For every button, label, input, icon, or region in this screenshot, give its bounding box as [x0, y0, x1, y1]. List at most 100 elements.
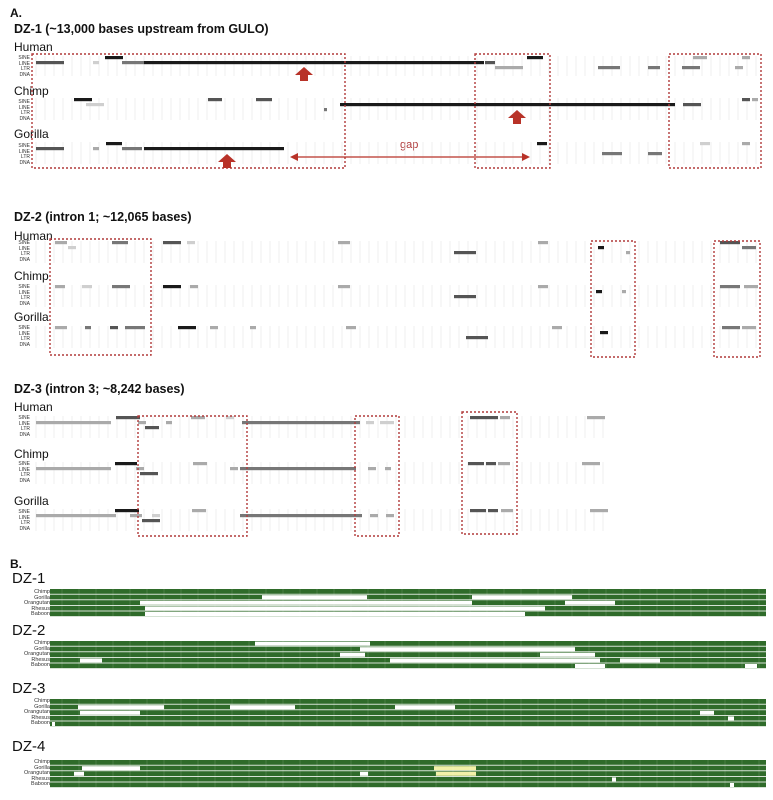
dz1-gorilla-element	[106, 142, 122, 146]
dz1-human-element	[527, 56, 543, 60]
dz3-chimp-element	[36, 467, 111, 471]
dz1-box-3	[668, 53, 762, 169]
dz2-human-element	[338, 241, 350, 245]
dz3-human-labels: SINE LINE LTR DNA	[18, 415, 30, 438]
alignment-dz2-gap	[745, 664, 757, 668]
alignment-dz4-species: Chimp Gorilla Orangutan Rhesus Baboon	[24, 759, 50, 788]
dz3-human-element	[380, 421, 394, 425]
dz2-human-element	[163, 241, 181, 245]
dz3-chimp-element	[230, 467, 238, 471]
dz3-human-element	[366, 421, 374, 425]
alignment-dz1-gap	[262, 595, 367, 600]
alignment-dz4-row	[50, 782, 766, 788]
alignment-dz4-row	[50, 760, 766, 765]
dz1-chimp-element	[86, 103, 104, 107]
dz2-box-3	[713, 240, 761, 358]
dz1-human-element	[144, 61, 484, 65]
alignment-dz2-gap	[80, 658, 102, 663]
dz3-chimp-element	[582, 462, 600, 466]
alignment-dz3-gap	[52, 722, 55, 726]
dz2-human-labels: SINE LINE LTR DNA	[18, 240, 30, 263]
dz2-box-2	[590, 240, 636, 358]
alignment-dz1-gap	[145, 606, 545, 611]
dz1-chimp-element	[742, 98, 750, 102]
dz3-human-element	[470, 416, 498, 420]
dz3-human-element	[500, 416, 510, 420]
dz3-human-element	[242, 421, 360, 425]
dz3-gorilla-element	[36, 514, 116, 518]
dz2-gorilla-element	[250, 326, 256, 330]
dz1-human-element	[36, 61, 64, 65]
dz3-box-3	[461, 411, 518, 535]
dz2-gorilla-element	[742, 326, 756, 330]
alignment-dz1-row	[50, 589, 766, 594]
dz2-chimp-element	[454, 295, 476, 299]
dz3-human-element	[116, 416, 140, 420]
dz2-human-element	[55, 241, 67, 245]
alignment-dz1-gap	[472, 595, 572, 600]
dz1-chimp-element	[324, 108, 327, 112]
dz3-chimp-element	[468, 462, 484, 466]
dz2-gorilla-element	[722, 326, 740, 330]
alignment-dz2-row	[50, 663, 766, 669]
dz2-chimp-element	[596, 290, 602, 294]
dz3-chimp-element	[498, 462, 510, 466]
dz1-gorilla-element	[144, 147, 284, 151]
dz2-chimp-element	[338, 285, 350, 289]
dz2-human-element	[720, 241, 740, 245]
panel-b-letter: B.	[10, 557, 22, 571]
dz2-gorilla-element	[600, 331, 608, 335]
dz1-gap-arrow-left-head	[290, 153, 298, 161]
dz2-chimp-element	[720, 285, 740, 289]
alignment-dz3-gap	[395, 705, 455, 710]
dz2-section-title: DZ-2 (intron 1; ~12,065 bases)	[14, 210, 192, 224]
dz1-gorilla-element	[648, 152, 662, 156]
dz1-human-element	[648, 66, 660, 70]
dz2-chimp-element	[538, 285, 548, 289]
dz2-chimp-element	[163, 285, 181, 289]
dz1-arrow-chimp	[508, 110, 526, 124]
dz2-species-human: Human	[14, 229, 53, 243]
dz3-chimp-element	[140, 472, 158, 476]
dz2-gorilla-labels: SINE LINE LTR DNA	[18, 325, 30, 348]
dz3-section-title: DZ-3 (intron 3; ~8,242 bases)	[14, 382, 185, 396]
dz2-species-chimp: Chimp	[14, 269, 49, 283]
dz2-human-element	[598, 246, 604, 250]
dz3-human-element	[587, 416, 605, 420]
dz3-gorilla-element	[370, 514, 378, 518]
dz1-human-element	[742, 56, 750, 60]
dz2-human-element	[454, 251, 476, 255]
alignment-dz2-gap	[340, 652, 365, 657]
dz1-human-element	[598, 66, 620, 70]
alignment-dz2-gap	[620, 658, 660, 663]
dz1-gorilla-element	[36, 147, 64, 151]
dz1-gorilla-element	[700, 142, 710, 146]
alignment-dz3-row	[50, 699, 766, 704]
dz1-arrow-human	[295, 67, 313, 81]
dz1-chimp-element	[752, 98, 758, 102]
alignment-dz2-gap	[575, 664, 605, 668]
dz1-human-element	[93, 61, 99, 65]
dz3-human-element	[36, 421, 111, 425]
dz2-box-1	[49, 238, 152, 356]
alignment-dz2-gap	[540, 652, 580, 657]
dz3-gorilla-element	[192, 509, 206, 513]
dz2-gorilla-element	[346, 326, 356, 330]
dz2-chimp-element	[82, 285, 92, 289]
dz2-human-element	[742, 246, 756, 250]
alignment-dz2-title: DZ-2	[12, 622, 46, 639]
dz1-human-element	[105, 56, 123, 60]
dz3-chimp-element	[115, 462, 137, 466]
dz2-gorilla-element	[466, 336, 488, 340]
dz1-gorilla-element	[602, 152, 622, 156]
alignment-dz2-gap	[255, 641, 370, 646]
dz3-chimp-element	[240, 467, 356, 471]
alignment-dz3-row	[50, 721, 766, 727]
dz3-gorilla-element	[115, 509, 139, 513]
dz1-gorilla-element	[537, 142, 547, 146]
dz3-human-element	[145, 426, 159, 430]
dz3-human-element	[226, 416, 234, 420]
dz1-arrow-gorilla	[218, 154, 236, 168]
dz2-human-element	[68, 246, 76, 250]
